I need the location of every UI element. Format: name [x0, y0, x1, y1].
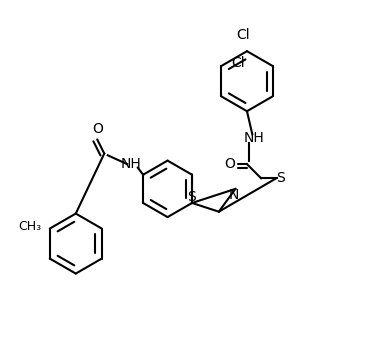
Text: Cl: Cl: [232, 56, 245, 70]
Text: O: O: [224, 157, 235, 171]
Text: N: N: [229, 188, 239, 202]
Text: NH: NH: [244, 131, 264, 145]
Text: NH: NH: [120, 157, 141, 171]
Text: S: S: [276, 171, 285, 185]
Text: S: S: [187, 190, 196, 204]
Text: Cl: Cl: [237, 28, 250, 42]
Text: O: O: [92, 122, 102, 136]
Text: CH₃: CH₃: [18, 220, 41, 233]
